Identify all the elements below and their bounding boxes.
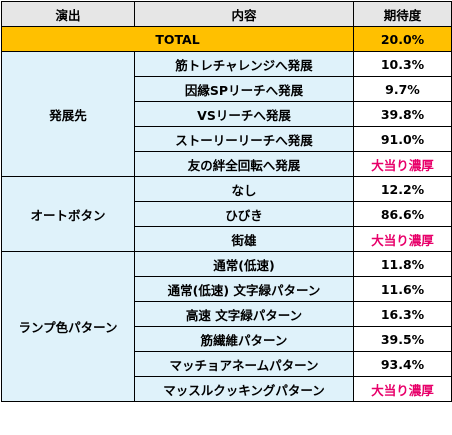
row-value: 93.4% — [353, 351, 452, 377]
row-label: なし — [134, 176, 354, 202]
header-row: 演出 内容 期待度 — [1, 1, 452, 27]
table-row: 街雄 大当り濃厚 — [2, 226, 452, 252]
table-row: ひびき 86.6% — [2, 201, 452, 227]
total-value: 20.0% — [353, 26, 452, 52]
row-label: 友の絆全回転へ発展 — [134, 151, 354, 177]
row-label: 筋トレチャレンジへ発展 — [134, 51, 354, 77]
row-value: 16.3% — [353, 301, 452, 327]
table-row: マッチョアネームパターン 93.4% — [2, 351, 452, 377]
header-expectation: 期待度 — [353, 1, 452, 27]
table-row: 因縁SPリーチへ発展 9.7% — [2, 76, 452, 102]
row-value: 11.6% — [353, 276, 452, 302]
row-value-jackpot: 大当り濃厚 — [353, 151, 452, 177]
row-label: ストーリーリーチへ発展 — [134, 126, 354, 152]
row-value: 12.2% — [353, 176, 452, 202]
row-label: 高速 文字緑パターン — [134, 301, 354, 327]
table-row: マッスルクッキングパターン 大当り濃厚 — [2, 376, 452, 402]
row-label: マッスルクッキングパターン — [134, 376, 354, 402]
row-label: ひびき — [134, 201, 354, 227]
table-row: ランプ色パターン 通常(低速) 11.8% — [1, 251, 452, 402]
row-value: 39.5% — [353, 326, 452, 352]
row-value: 11.8% — [353, 251, 452, 277]
table-row: ストーリーリーチへ発展 91.0% — [2, 126, 452, 152]
row-label: 因縁SPリーチへ発展 — [134, 76, 354, 102]
group-label-lamp-color: ランプ色パターン — [1, 251, 135, 402]
group-label-development: 発展先 — [1, 51, 135, 177]
table-row: オートボタン なし 12.2% — [1, 176, 452, 252]
row-value: 39.8% — [353, 101, 452, 127]
row-value: 10.3% — [353, 51, 452, 77]
table-row: 友の絆全回転へ発展 大当り濃厚 — [2, 151, 452, 177]
table-row: 通常(低速) 文字緑パターン 11.6% — [2, 276, 452, 302]
total-row: TOTAL 20.0% — [1, 26, 452, 52]
total-label: TOTAL — [1, 26, 354, 52]
row-label: 街雄 — [134, 226, 354, 252]
expectation-table: 演出 内容 期待度 TOTAL 20.0% 発展先 筋トレチャレンジへ発展 10… — [1, 1, 452, 402]
table-row: 発展先 筋トレチャレンジへ発展 10.3% — [1, 51, 452, 177]
row-label: マッチョアネームパターン — [134, 351, 354, 377]
row-value: 91.0% — [353, 126, 452, 152]
row-value-jackpot: 大当り濃厚 — [353, 226, 452, 252]
table-row: 高速 文字緑パターン 16.3% — [2, 301, 452, 327]
row-value: 9.7% — [353, 76, 452, 102]
group-label-auto-button: オートボタン — [1, 176, 135, 252]
header-content: 内容 — [134, 1, 354, 27]
row-value: 86.6% — [353, 201, 452, 227]
row-label: 筋繊維パターン — [134, 326, 354, 352]
row-label: 通常(低速) — [134, 251, 354, 277]
header-effect: 演出 — [1, 1, 135, 27]
row-label: 通常(低速) 文字緑パターン — [134, 276, 354, 302]
row-label: VSリーチへ発展 — [134, 101, 354, 127]
row-value-jackpot: 大当り濃厚 — [353, 376, 452, 402]
